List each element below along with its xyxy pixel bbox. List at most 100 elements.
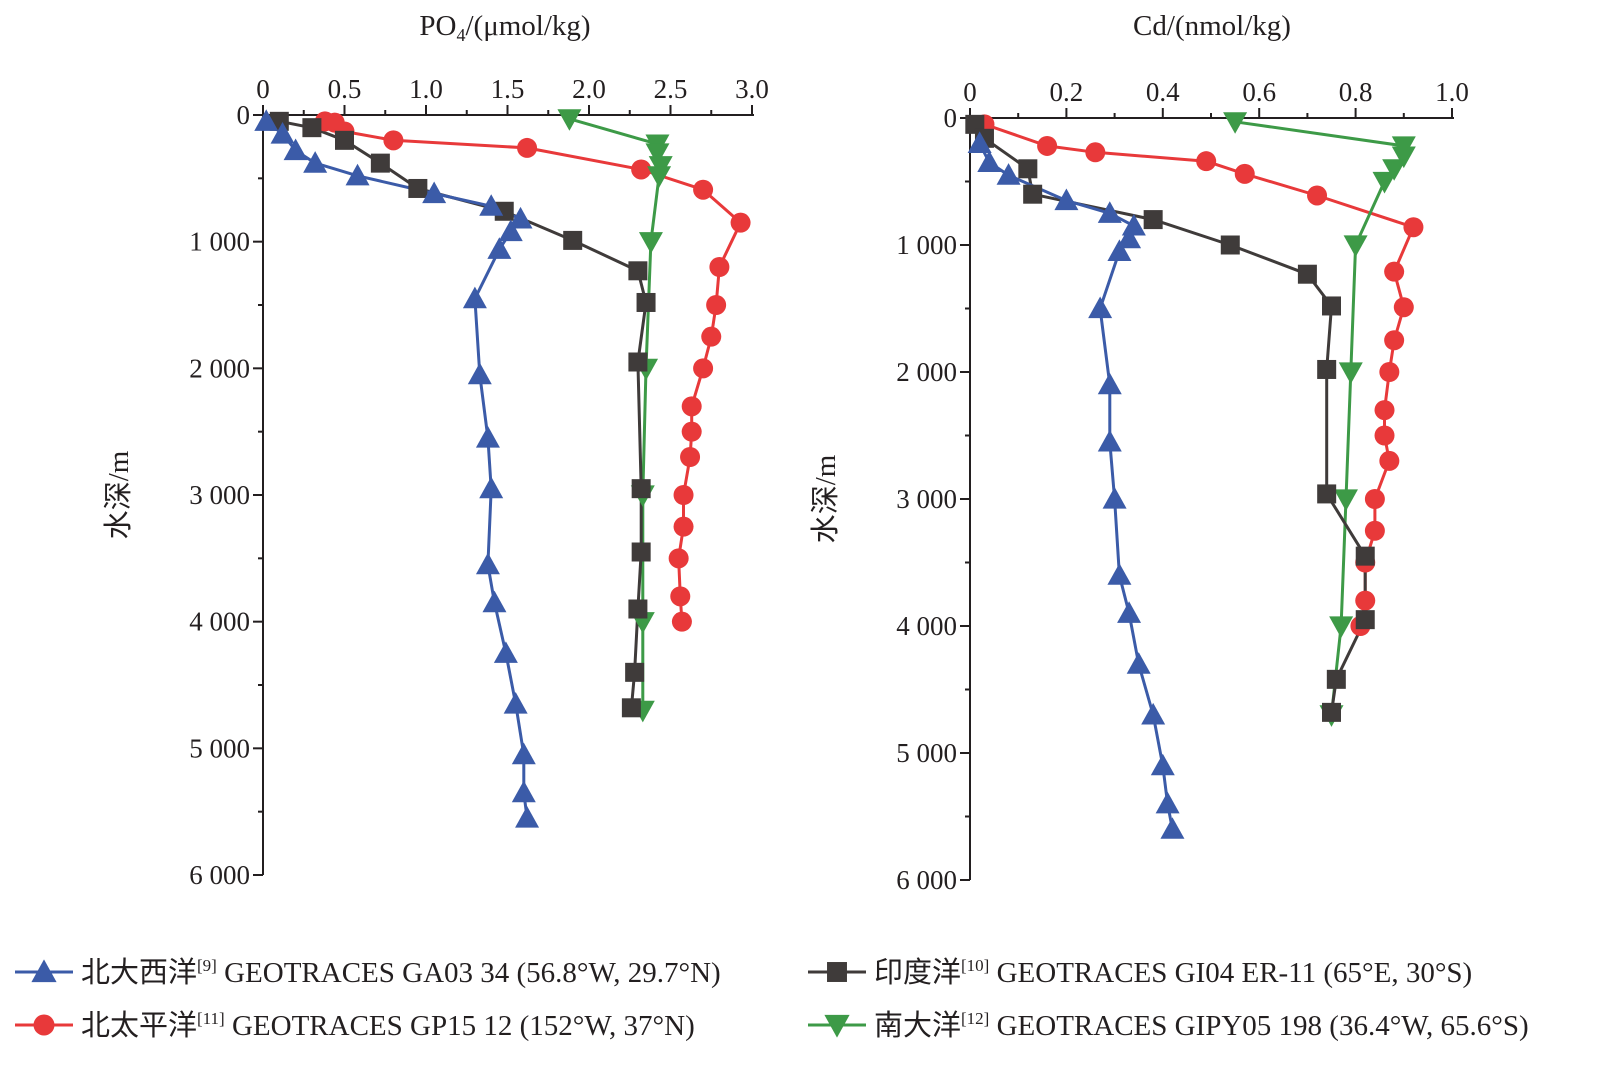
data-point	[1379, 450, 1400, 471]
data-point	[1196, 151, 1217, 172]
series-line	[1234, 120, 1406, 716]
data-point	[730, 212, 751, 233]
y-tick-label: 5 000	[896, 738, 957, 768]
data-point	[628, 599, 648, 619]
data-point	[625, 662, 645, 682]
data-point	[479, 194, 504, 216]
data-point	[1155, 791, 1180, 814]
data-point	[1107, 563, 1132, 585]
data-point	[1018, 159, 1038, 179]
legend-item: 印度洋[10] GEOTRACES GI04 ER-11 (65°E, 30°S…	[808, 956, 1472, 989]
data-point	[636, 292, 656, 312]
data-point	[487, 237, 512, 259]
y-tick-label: 6 000	[896, 865, 957, 895]
data-point	[511, 780, 536, 803]
x-axis-title: PO4/(μmol/kg)	[419, 10, 590, 45]
data-point	[1150, 753, 1175, 776]
data-point	[1391, 146, 1416, 169]
data-point	[1223, 112, 1248, 134]
x-tick-label: 0.6	[1242, 77, 1276, 107]
data-point	[1372, 171, 1397, 194]
y-axis-title: 水深/m	[102, 450, 135, 539]
series-line	[265, 120, 529, 819]
data-point	[1317, 484, 1337, 504]
y-tick-label: 1 000	[896, 230, 957, 260]
x-tick-label: 0	[963, 77, 977, 107]
data-point	[1234, 163, 1255, 184]
data-point	[1322, 296, 1341, 316]
legend-label: 印度洋[10] GEOTRACES GI04 ER-11 (65°E, 30°S…	[874, 956, 1472, 989]
data-point	[631, 542, 651, 562]
data-point	[1085, 142, 1106, 163]
data-point	[254, 109, 279, 131]
data-point	[498, 219, 523, 242]
x-tick-label: 1.0	[409, 74, 443, 104]
data-point	[1403, 217, 1424, 238]
data-point	[517, 137, 538, 158]
data-point	[370, 153, 390, 173]
data-point	[1338, 362, 1363, 384]
data-point	[1141, 702, 1166, 725]
legend-item: 北太平洋[11] GEOTRACES GP15 12 (152°W, 37°N)	[15, 1009, 695, 1042]
y-tick-label: 3 000	[189, 480, 250, 510]
y-tick-label: 0	[237, 100, 251, 130]
legend-marker	[827, 962, 847, 982]
data-point	[1037, 135, 1058, 156]
data-point	[475, 426, 500, 448]
series-line	[973, 123, 1367, 713]
data-point	[1117, 601, 1142, 623]
data-point	[462, 286, 487, 309]
data-point	[1023, 184, 1043, 204]
legend-marker	[824, 1014, 850, 1038]
data-point	[1317, 359, 1337, 379]
data-point	[693, 179, 714, 200]
data-point	[967, 131, 992, 153]
data-point	[996, 163, 1021, 185]
data-point	[1097, 201, 1122, 223]
data-point	[515, 806, 540, 828]
po4-depth-chart: 0 0.5 1.0 1.5 2.0 2.5 3.0 0 1 000 2 000 3 000 4 000…	[102, 10, 769, 890]
data-point	[1102, 487, 1127, 509]
series-line	[978, 142, 1174, 830]
y-tick-label: 1 000	[189, 227, 250, 257]
data-point	[511, 742, 536, 765]
data-point	[1374, 400, 1395, 421]
data-point	[383, 130, 404, 151]
y-tick-label: 5 000	[189, 733, 250, 763]
x-tick-label: 2.0	[572, 74, 606, 104]
data-point	[1374, 425, 1395, 446]
data-point	[671, 611, 692, 632]
series-line	[324, 119, 743, 622]
legend-label: 南大洋[12] GEOTRACES GIPY05 198 (36.4°W, 65…	[874, 1009, 1529, 1042]
y-axis-title: 水深/m	[809, 454, 842, 543]
x-tick-label: 1.5	[491, 74, 525, 104]
data-point	[628, 352, 648, 372]
legend-item: 北大西洋[9] GEOTRACES GA03 34 (56.8°W, 29.7°…	[15, 956, 721, 989]
y-tick-label: 0	[944, 103, 958, 133]
data-point	[673, 485, 694, 505]
data-point	[709, 257, 730, 277]
y-tick-label: 4 000	[189, 607, 250, 637]
data-point	[503, 692, 528, 714]
legend-item: 南大洋[12] GEOTRACES GIPY05 198 (36.4°W, 65…	[808, 1009, 1529, 1042]
y-tick-label: 3 000	[896, 484, 957, 514]
data-point	[1307, 185, 1328, 206]
data-point	[1384, 330, 1405, 351]
data-point	[1326, 669, 1346, 689]
legend: 北大西洋[9] GEOTRACES GA03 34 (56.8°W, 29.7°…	[15, 956, 1529, 1042]
data-point	[1355, 610, 1375, 630]
x-tick-label: 0.8	[1339, 77, 1373, 107]
data-point	[563, 230, 583, 250]
data-point	[1160, 817, 1185, 839]
data-point	[681, 421, 702, 442]
data-point	[335, 130, 354, 150]
data-point	[1220, 235, 1240, 255]
data-point	[1126, 652, 1151, 674]
data-point	[1297, 264, 1317, 284]
x-axis-title: Cd/(nmol/kg)	[1133, 10, 1291, 42]
data-point	[1393, 297, 1414, 318]
data-point	[408, 178, 428, 198]
data-point	[645, 143, 670, 165]
y-tick-label: 2 000	[189, 353, 250, 383]
